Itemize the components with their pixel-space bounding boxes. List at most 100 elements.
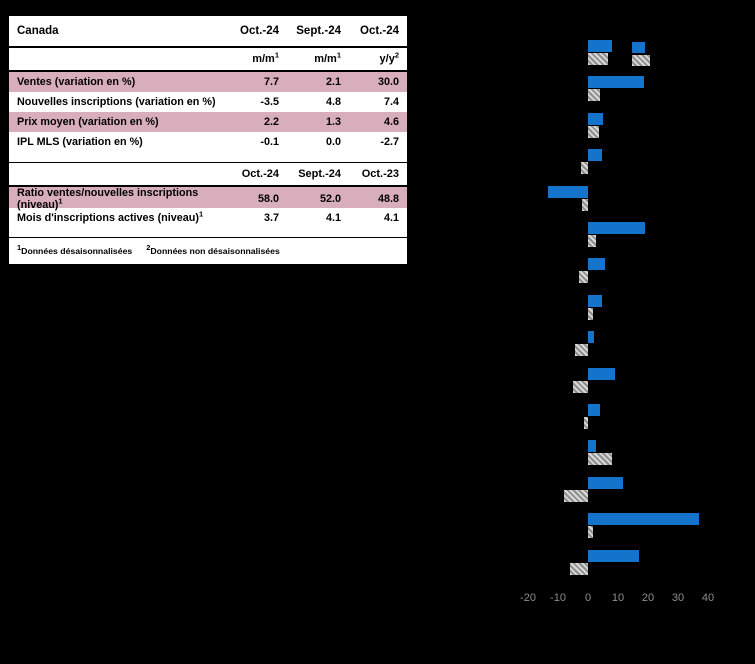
row-label: Ratio ventes/nouvelles inscriptions (niv… [17,186,199,211]
bar-blue [588,404,600,416]
cell-value: -3.5 [260,95,279,108]
divider-thick [9,46,407,48]
bar-gray-hatched [573,380,588,393]
bar-gray-hatched [580,162,588,175]
bar-gray-hatched [574,344,588,357]
header2-col1: Oct.-24 [241,168,279,180]
bar-gray-hatched [588,235,596,247]
header1-col2: Sept.-24 [296,25,341,37]
bar-group [518,331,755,357]
x-tick-label: -20 [520,592,536,604]
bar-blue [588,331,594,344]
bar-group [518,40,755,65]
bar-blue [588,513,699,526]
header2-col2: Sept.-24 [298,168,341,180]
table-row-ventes: Ventes (variation en %) 7.7 2.1 30.0 [9,71,407,92]
cell-value: 48.8 [377,192,399,205]
x-tick-label: 0 [584,592,592,604]
bar-blue [588,222,645,234]
cell-value: 1.3 [325,115,341,128]
bar-group [518,367,755,393]
cell-value: 52.0 [319,192,341,205]
bar-blue [588,549,639,562]
subheader-col1: m/m1 [252,50,279,65]
divider-thin [9,70,407,72]
bar-gray-hatched [588,307,593,320]
cell-value: 30.0 [377,75,399,88]
cell-value: 4.6 [383,115,399,128]
cell-value: 4.8 [325,95,341,108]
subheader-col2: m/m1 [314,50,341,65]
bar-group [518,185,755,211]
row-label: Ventes (variation en %) [17,75,136,88]
cell-value: 58.0 [257,192,279,205]
bar-gray-hatched [588,125,599,138]
x-tick-label: -10 [550,592,566,604]
footnote-1: 1Données désaisonnalisées [17,243,133,256]
table-row-prix-moyen: Prix moyen (variation en %) 2.2 1.3 4.6 [9,111,407,132]
bar-gray-hatched [582,198,588,211]
row-label: IPL MLS (variation en %) [17,135,143,148]
bar-blue [588,294,602,307]
x-tick-label: 10 [611,592,625,604]
header1-col3: Oct.-24 [360,25,399,37]
bar-gray-hatched [588,526,593,539]
chart-plot [518,36,755,588]
x-axis-labels: -20 -10 0 10 20 30 40 [518,592,755,608]
cell-value: 0.0 [325,135,341,148]
table-header2-row: Oct.-24 Sept.-24 Oct.-23 [9,163,407,185]
canada-stats-table: Canada Oct.-24 Sept.-24 Oct.-24 m/m1 m/m… [7,14,409,266]
bar-blue [588,258,605,271]
bar-group [518,404,755,429]
cell-value: 3.7 [263,212,279,224]
subheader-col3: y/y2 [379,50,399,65]
cell-value: -2.7 [380,135,399,148]
cell-value: 7.7 [263,75,279,88]
cell-value: 7.4 [383,95,399,108]
bar-gray-hatched [564,489,588,502]
bar-group [518,76,755,102]
bar-group [518,258,755,284]
table-row-ipl-mls: IPL MLS (variation en %) -0.1 0.0 -2.7 [9,132,407,152]
cell-value: 2.2 [263,115,279,128]
x-tick-label: 40 [701,592,715,604]
bar-gray-hatched [583,417,588,429]
bar-blue [588,40,612,52]
cell-value: 2.1 [325,75,341,88]
table-footnotes: 1Données désaisonnalisées 2Données non d… [9,238,407,264]
bar-group [518,476,755,502]
footnote-2: 2Données non désaisonnalisées [146,243,280,256]
bar-gray-hatched [579,271,588,284]
table-header-row: Canada Oct.-24 Sept.-24 Oct.-24 [9,16,407,46]
header1-col1: Oct.-24 [240,25,279,37]
bar-blue [588,149,602,162]
bar-group [518,112,755,138]
table-subheader-row: m/m1 m/m1 y/y2 [9,48,407,70]
bar-group [518,513,755,539]
bar-blue [588,476,623,489]
cell-value: -0.1 [260,135,279,148]
bar-group [518,549,755,575]
bar-group [518,440,755,466]
bar-blue [588,440,596,453]
bar-blue [588,76,644,89]
table-title: Canada [17,25,59,37]
chart-legend [632,42,650,68]
header2-col3: Oct.-23 [361,168,399,180]
bar-group [518,294,755,320]
x-tick-label: 30 [671,592,685,604]
bar-gray-hatched [588,453,612,466]
divider-thin [9,236,407,238]
bar-gray-hatched [570,562,588,575]
legend-swatch-gray [632,55,650,66]
table-row-mois-inscriptions: Mois d'inscriptions actives (niveau)1 3.… [9,208,407,229]
bar-group [518,222,755,247]
row-label: Nouvelles inscriptions (variation en %) [17,95,216,108]
bar-blue [588,367,615,380]
x-tick-label: 20 [641,592,655,604]
cell-value: 4.1 [325,212,341,224]
divider-thin [9,161,407,163]
bar-blue [588,112,603,125]
table-row-ratio: Ratio ventes/nouvelles inscriptions (niv… [9,186,407,211]
